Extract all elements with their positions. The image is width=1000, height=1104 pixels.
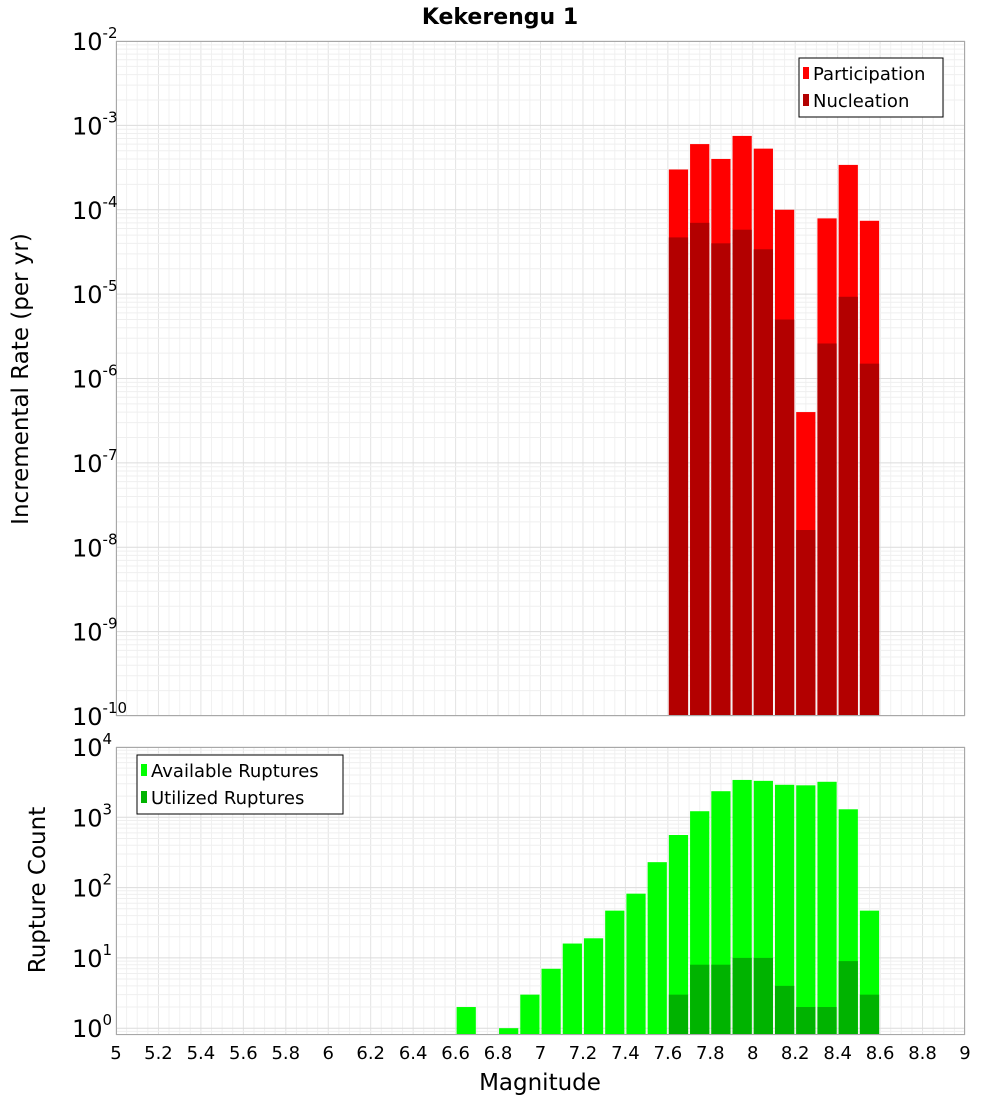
y-tick-label: 10-2	[72, 24, 118, 56]
bar	[838, 961, 858, 1035]
y-tick-label: 10-3	[72, 108, 118, 140]
legend-swatch	[803, 67, 809, 79]
bars	[456, 779, 880, 1035]
x-tick-label: 8.8	[908, 1043, 937, 1064]
bar	[668, 994, 689, 1035]
x-tick-label: 5.2	[144, 1043, 173, 1064]
plot-border	[116, 747, 965, 1035]
legend: Participation Nucleation	[798, 57, 944, 118]
bar	[817, 781, 837, 1035]
bar	[753, 957, 773, 1035]
bar	[774, 319, 795, 716]
x-tick-label: 8.6	[866, 1043, 895, 1064]
bar	[859, 994, 880, 1035]
legend-label: Nucleation	[813, 91, 909, 112]
bar	[817, 343, 837, 716]
bars	[668, 135, 880, 717]
x-tick-label: 5.8	[271, 1043, 300, 1064]
y-tick-label: 10-7	[72, 446, 118, 478]
bar	[796, 1007, 816, 1035]
x-tick-labels: 5 5.2 5.4 5.6 5.8 6 6.2 6.4 6.6 6.8 7 7.2 7.4 7.6 7.8 8…	[110, 1043, 970, 1064]
x-tick-label: 7	[535, 1043, 546, 1064]
x-tick-label: 8	[747, 1043, 758, 1064]
incremental-rate-panel: 10-2 10-3 10-4 10-5 10-6 10-7 10-8 10-9 10-10 Par…	[72, 24, 966, 731]
bar	[583, 938, 604, 1035]
x-tick-label: 7.6	[654, 1043, 683, 1064]
x-tick-label: 7.4	[611, 1043, 640, 1064]
bar	[562, 943, 582, 1035]
x-axis-label: Magnitude	[479, 1070, 601, 1096]
bar	[732, 229, 752, 717]
x-tick-label: 5.6	[229, 1043, 258, 1064]
x-tick-label: 8.2	[781, 1043, 810, 1064]
bar	[605, 910, 625, 1035]
x-tick-label: 6.8	[484, 1043, 513, 1064]
y-tick-label: 10-8	[72, 530, 118, 562]
legend-label: Participation	[813, 64, 925, 85]
bar	[541, 968, 561, 1035]
x-tick-label: 7.2	[569, 1043, 598, 1064]
bar	[499, 1028, 519, 1035]
y-tick-label: 10-6	[72, 362, 118, 394]
rupture-count-panel: 104 103 102 101 100 Available Ruptures Utilize…	[72, 730, 966, 1043]
y-tick-label: 10-5	[72, 277, 118, 309]
grid	[115, 40, 966, 717]
legend: Available Ruptures Utilized Ruptures	[136, 754, 344, 815]
legend-box	[136, 754, 344, 815]
bar	[711, 964, 731, 1035]
bar	[626, 893, 646, 1035]
y-tick-label: 10-9	[72, 615, 118, 647]
bar	[690, 964, 710, 1035]
x-tick-label: 9	[959, 1043, 970, 1064]
legend-label: Utilized Ruptures	[151, 788, 304, 809]
bar	[796, 785, 816, 1035]
bar	[520, 994, 540, 1035]
bar	[668, 237, 689, 716]
y-tick-label: 101	[72, 941, 112, 973]
x-tick-label: 5	[110, 1043, 121, 1064]
bar	[456, 1007, 476, 1035]
legend-swatch	[141, 791, 147, 803]
x-tick-label: 6	[323, 1043, 334, 1064]
bar	[774, 784, 795, 1035]
y-axis-label-count: Rupture Count	[25, 807, 51, 973]
y-tick-label: 102	[72, 871, 112, 903]
legend-swatch	[803, 94, 809, 106]
legend-swatch	[141, 764, 147, 776]
bar	[668, 834, 689, 1035]
x-tick-label: 7.8	[696, 1043, 725, 1064]
bar	[753, 249, 773, 716]
x-tick-label: 6.6	[441, 1043, 470, 1064]
x-tick-label: 6.4	[399, 1043, 428, 1064]
y-tick-label: 10-10	[72, 699, 127, 731]
x-tick-label: 6.2	[356, 1043, 385, 1064]
bar	[774, 985, 795, 1035]
bar	[690, 222, 710, 716]
y-axis-label-rate: Incremental Rate (per yr)	[8, 233, 34, 525]
y-tick-label: 104	[72, 730, 112, 762]
y-tick-label: 100	[72, 1011, 112, 1043]
x-tick-label: 8.4	[823, 1043, 852, 1064]
legend-box	[798, 57, 944, 118]
bar	[796, 530, 816, 716]
y-tick-label: 10-4	[72, 193, 118, 225]
bar	[838, 296, 858, 716]
x-tick-label: 5.4	[187, 1043, 216, 1064]
bar	[711, 243, 731, 717]
bar	[859, 363, 880, 716]
plot-border	[116, 41, 965, 716]
chart-title: Kekerengu 1	[422, 5, 578, 30]
bar	[732, 957, 752, 1035]
bar	[817, 1007, 837, 1035]
y-tick-label: 103	[72, 800, 112, 832]
legend-label: Available Ruptures	[151, 761, 319, 782]
bar	[647, 862, 667, 1035]
